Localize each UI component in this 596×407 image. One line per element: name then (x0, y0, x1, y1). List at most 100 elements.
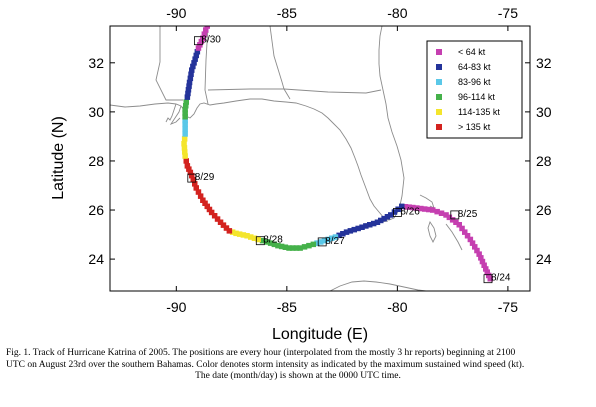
track-point (399, 203, 405, 210)
track-point (188, 71, 194, 77)
track-point (456, 222, 462, 228)
track-point (190, 63, 196, 70)
track-point (363, 223, 369, 229)
track-point (370, 220, 377, 227)
legend-label: 64-83 kt (458, 62, 491, 72)
track-point (182, 149, 188, 155)
track-point (476, 251, 482, 257)
track-point (479, 258, 486, 265)
track-point (186, 166, 192, 172)
track-point (410, 204, 416, 211)
track-point (340, 231, 346, 237)
track-point (282, 244, 289, 250)
y-tick-label-left: 26 (88, 202, 104, 218)
katrina-track-map: 8/24 8/25 8/26 8/27 8/28 8/29 8/30 -90 -90 -85 -8… (50, 5, 552, 343)
track-point (233, 230, 239, 237)
track-point (438, 210, 445, 216)
track-point (293, 245, 300, 251)
track-point (297, 245, 303, 251)
track-point (351, 226, 357, 233)
x-axis-label: Longitude (E) (272, 326, 368, 343)
track-point (193, 185, 199, 191)
legend-label: 114-135 kt (458, 107, 500, 117)
mississippi-delta (165, 103, 177, 123)
track-point (223, 225, 230, 231)
track-point (402, 204, 409, 210)
track-point (484, 269, 490, 275)
track-point (443, 212, 449, 218)
caption-line-3: The date (month/day) is shown at the 000… (195, 371, 401, 381)
track-point (214, 216, 221, 222)
track-point (462, 229, 468, 235)
track-point (187, 169, 194, 176)
gulf-coastline (110, 26, 405, 221)
track-point (301, 244, 308, 250)
y-tick-label-right: 28 (536, 153, 552, 169)
track-point (453, 219, 459, 225)
track-point (414, 205, 420, 211)
figure-caption: Fig. 1. Track of Hurricane Katrina of 20… (6, 348, 590, 383)
track-layer (181, 26, 493, 282)
legend: < 64 kt 64-83 kt 83-96 kt 96-114 kt 114-135 … (426, 40, 523, 139)
track-point (474, 247, 480, 254)
track-point (183, 103, 189, 109)
track-point (478, 255, 484, 261)
track-point (259, 237, 266, 244)
track-point (189, 67, 195, 73)
track-point (384, 214, 391, 220)
track-point (378, 217, 384, 224)
bahamas-exuma (445, 223, 463, 251)
track-point (182, 114, 188, 120)
x-tick-label-top: -90 (166, 5, 186, 21)
date-marker (450, 210, 460, 220)
track-point (248, 234, 254, 240)
state-border-la-ms (155, 26, 183, 101)
track-point (185, 90, 191, 97)
track-point (388, 212, 394, 218)
x-tick-label-bottom: -85 (277, 299, 297, 315)
track-point (197, 193, 204, 199)
track-point (251, 235, 258, 241)
bahamas-andros (427, 220, 437, 244)
track-point (446, 214, 453, 221)
y-tick-label-right: 32 (536, 55, 552, 71)
track-point (193, 52, 199, 59)
track-point (182, 153, 188, 159)
x-tick-label-bottom: -80 (387, 299, 407, 315)
y-tick-label-left: 28 (88, 153, 104, 169)
date-label-layer: 8/24 8/25 8/26 8/27 8/28 8/29 8/30 (187, 35, 511, 284)
track-point (381, 215, 387, 222)
track-point (240, 232, 247, 238)
y-tick-label-right: 24 (536, 251, 552, 267)
x-tick-label-top: -80 (387, 5, 407, 21)
date-marker (392, 208, 402, 217)
date-label: 8/29 (195, 172, 215, 183)
track-point (183, 158, 189, 164)
track-point (182, 121, 188, 127)
track-point (310, 241, 317, 248)
track-point (347, 228, 354, 234)
legend-label: 96-114 kt (458, 92, 495, 102)
track-point (275, 242, 281, 249)
track-point (332, 234, 339, 240)
track-point (220, 222, 227, 228)
delta-lobe (169, 105, 182, 125)
track-point (434, 208, 440, 215)
track-point (192, 181, 198, 187)
track-point (271, 241, 278, 248)
track-point (181, 141, 187, 147)
track-point (278, 243, 285, 250)
track-point (422, 206, 428, 212)
date-marker (317, 237, 327, 247)
track-point (314, 240, 320, 246)
date-marker (483, 274, 493, 284)
track-point (391, 209, 398, 215)
track-point (183, 99, 189, 105)
track-point (321, 237, 328, 244)
track-point (203, 27, 209, 33)
state-border-fl-ga (283, 88, 382, 94)
track-point (343, 229, 350, 235)
track-point (487, 276, 493, 282)
track-point (181, 136, 188, 142)
x-tick-label-top: -85 (277, 5, 297, 21)
